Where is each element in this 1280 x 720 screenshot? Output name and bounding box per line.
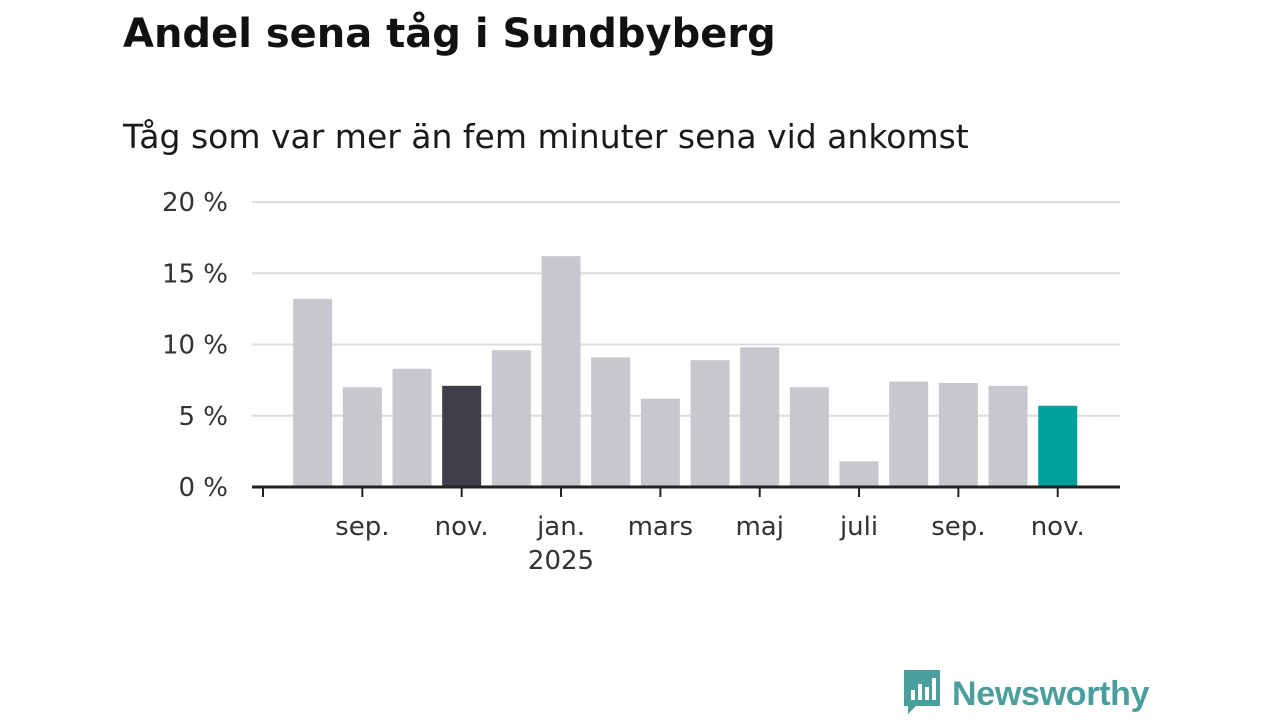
x-tick-label: nov. <box>435 512 489 542</box>
chart-title: Andel sena tåg i Sundbyberg <box>123 11 776 57</box>
x-tick-year-label: 2025 <box>528 546 594 576</box>
bar-chart-speech-bubble-icon <box>902 668 942 720</box>
bar <box>640 398 680 487</box>
y-tick-label: 20 % <box>162 188 228 218</box>
bar <box>690 360 730 487</box>
x-tick-label: nov. <box>1031 512 1085 542</box>
bar <box>1038 405 1078 487</box>
bar <box>938 382 978 487</box>
x-axis <box>252 485 1120 497</box>
y-tick-label: 5 % <box>178 402 228 432</box>
bar <box>293 298 333 487</box>
bar <box>839 461 879 487</box>
x-tick-label: juli <box>839 512 878 542</box>
bar <box>789 387 829 487</box>
y-tick-label: 15 % <box>162 259 228 289</box>
bar <box>392 368 432 487</box>
grid-lines <box>252 201 1120 417</box>
x-tick-label: maj <box>735 512 783 542</box>
x-tick-label: mars <box>628 512 694 542</box>
y-axis-ticks: 0 % 5 % 10 % 15 % 20 % <box>162 188 228 503</box>
bar <box>541 256 581 487</box>
x-axis-ticks: sep. nov. jan. 2025 mars maj juli sep. nov. <box>335 487 1085 576</box>
x-tick-label: jan. <box>536 512 585 542</box>
bar <box>491 350 531 487</box>
bars <box>293 256 1078 487</box>
x-tick-label: sep. <box>931 512 985 542</box>
y-tick-label: 0 % <box>178 473 228 503</box>
x-tick-label: sep. <box>335 512 389 542</box>
brand-name: Newsworthy <box>952 674 1150 713</box>
bar <box>342 387 382 487</box>
bar <box>442 385 482 487</box>
bar <box>988 385 1028 487</box>
bar <box>740 347 780 487</box>
y-tick-label: 10 % <box>162 331 228 361</box>
newsworthy-logo: Newsworthy <box>902 668 1150 720</box>
chart-subtitle: Tåg som var mer än fem minuter sena vid … <box>123 117 969 156</box>
bar <box>591 357 631 487</box>
bar <box>889 381 929 487</box>
